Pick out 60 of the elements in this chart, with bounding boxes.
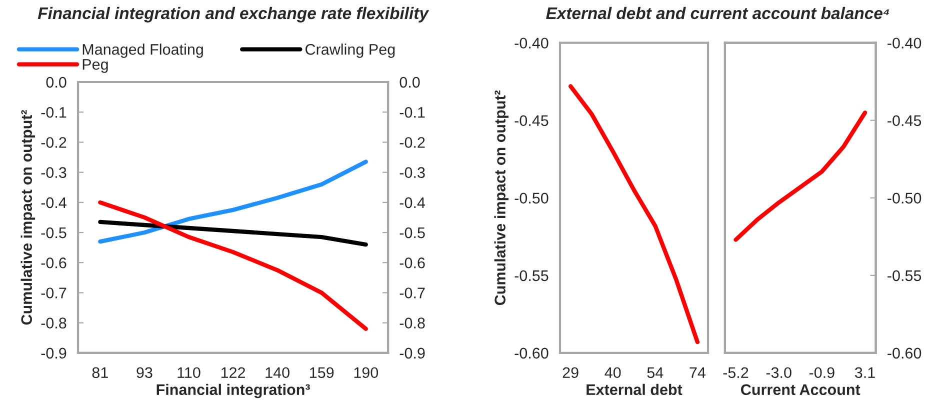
y-tick-label: -0.55 xyxy=(514,270,548,282)
line-series xyxy=(734,110,868,242)
x-axis-title: Financial integration³ xyxy=(156,384,310,398)
y2-tick-label: -0.9 xyxy=(400,348,425,359)
y-tick-label: -0.1 xyxy=(41,106,66,118)
y2-tick-label: -0.55 xyxy=(888,270,922,282)
y-tick-label: -0.4 xyxy=(41,197,66,208)
y2-tick-label: -0.50 xyxy=(888,192,922,204)
x-tick-label: 74 xyxy=(690,367,706,378)
x-tick-label: -5.2 xyxy=(723,367,748,378)
y-axis-title: Cumulative impact on output² xyxy=(494,90,509,306)
y2-tick-label: -0.4 xyxy=(400,197,426,208)
y2-tick-label: -0.8 xyxy=(400,318,425,329)
line-series xyxy=(98,160,368,244)
y2-tick-label: 0.0 xyxy=(400,76,420,88)
x-tick-label: -3.0 xyxy=(766,367,792,378)
y2-tick-label: -0.40 xyxy=(888,38,922,49)
x-tick-label: 140 xyxy=(266,367,290,378)
y2-tick-label: -0.3 xyxy=(400,167,425,178)
y-tick-label: -0.7 xyxy=(41,288,66,298)
y-tick-label: -0.5 xyxy=(41,227,66,238)
y2-tick-label: -0.45 xyxy=(888,115,922,126)
chart-title: External debt and current account balance⁴ xyxy=(546,6,890,20)
y2-tick-label: -0.1 xyxy=(400,106,425,118)
x-tick-label: 110 xyxy=(178,367,200,378)
y2-tick-label: -0.2 xyxy=(400,137,425,148)
y-tick-label: 0.0 xyxy=(46,76,66,88)
y-tick-label: -0.6 xyxy=(41,257,66,268)
y-tick-label: -0.60 xyxy=(514,348,548,359)
legend-label: Managed Floating xyxy=(82,44,203,58)
x-tick-label: 190 xyxy=(354,367,378,378)
y2-tick-label: -0.6 xyxy=(400,257,425,268)
x-tick-label: -0.9 xyxy=(809,367,834,378)
x-tick-label: 81 xyxy=(92,367,108,378)
y2-tick-label: -0.7 xyxy=(400,288,425,298)
y-tick-label: -0.40 xyxy=(514,38,548,49)
legend-label: Crawling Peg xyxy=(306,44,395,58)
y-tick-label: -0.2 xyxy=(41,137,66,148)
x-tick-label: 29 xyxy=(562,367,578,378)
line-series xyxy=(98,220,368,247)
x-tick-label: 3.1 xyxy=(854,367,875,378)
y-tick-label: -0.3 xyxy=(41,167,66,178)
y-tick-label: -0.50 xyxy=(514,192,548,204)
x-axis-title: Current Account xyxy=(741,384,860,396)
y-axis-title: Cumulative impact on output² xyxy=(20,110,36,325)
y-tick-label: -0.45 xyxy=(514,115,548,126)
y2-tick-label: -0.5 xyxy=(400,227,425,238)
y-tick-label: -0.8 xyxy=(41,318,66,329)
legend-label: Peg xyxy=(82,59,108,73)
x-tick-label: 54 xyxy=(647,367,664,378)
line-series xyxy=(568,84,700,344)
x-tick-label: 122 xyxy=(221,367,246,378)
y-tick-label: -0.9 xyxy=(41,348,66,359)
x-tick-label: 93 xyxy=(136,367,152,378)
y2-tick-label: -0.60 xyxy=(888,348,922,359)
x-tick-label: 159 xyxy=(310,367,334,378)
x-tick-label: 40 xyxy=(604,367,621,378)
chart-title: Financial integration and exchange rate flexibility xyxy=(38,6,430,22)
x-axis-title: External debt xyxy=(586,384,682,396)
line-series xyxy=(98,200,368,331)
